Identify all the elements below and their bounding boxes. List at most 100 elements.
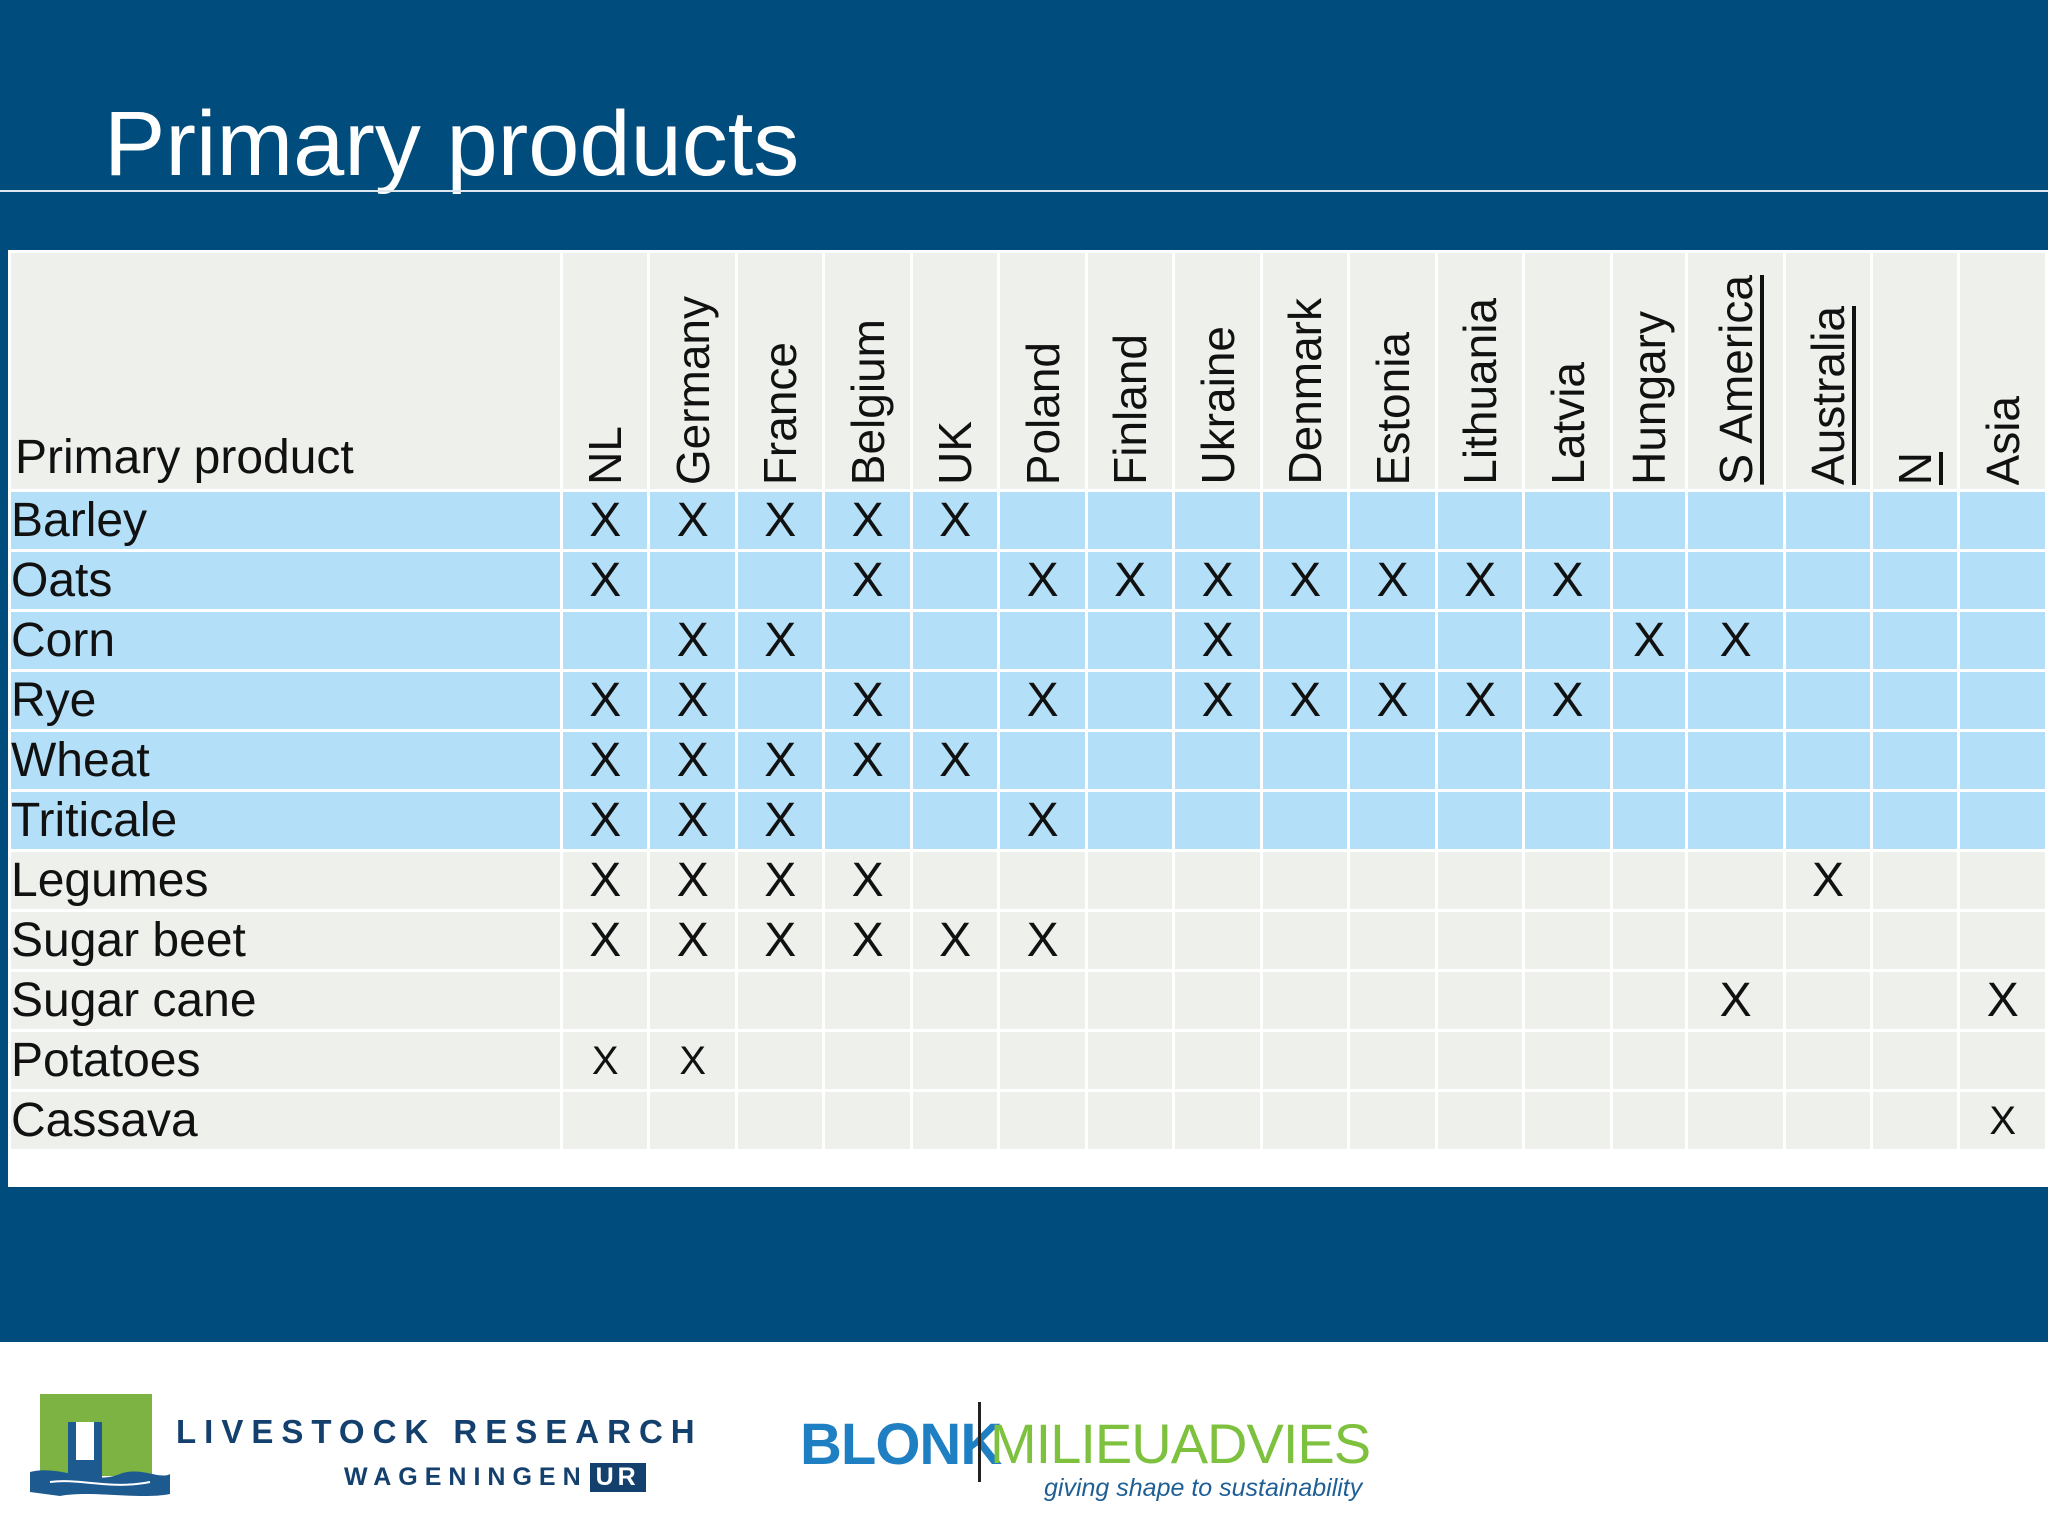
table-row: Cassava X bbox=[8, 1089, 2048, 1152]
table-cell bbox=[1522, 789, 1613, 852]
table-cell bbox=[1685, 549, 1786, 612]
table-cell: X bbox=[647, 489, 738, 552]
table-cell bbox=[1347, 609, 1438, 672]
column-header-wrap: Germany bbox=[650, 257, 734, 485]
table-cell: X bbox=[734, 789, 826, 852]
column-header-label: Germany bbox=[666, 295, 719, 485]
table-cell bbox=[1609, 969, 1689, 1032]
table-cell: X bbox=[909, 909, 1001, 972]
table-cell: X bbox=[1172, 669, 1263, 732]
table-cell bbox=[1434, 729, 1526, 792]
table-cell bbox=[734, 1029, 826, 1092]
ur-badge: UR bbox=[589, 1463, 646, 1492]
wageningen-wordmark: WAGENINGEN UR bbox=[344, 1463, 646, 1492]
table-cell: X bbox=[559, 729, 651, 792]
table-cell bbox=[909, 549, 1001, 612]
table-cell bbox=[1957, 909, 2048, 972]
table-cell: X bbox=[1347, 669, 1438, 732]
table-cell bbox=[647, 969, 738, 1032]
table-cell bbox=[1347, 849, 1438, 912]
table-cell bbox=[1870, 789, 1961, 852]
table-cell bbox=[1259, 909, 1351, 972]
table-cell bbox=[1957, 789, 2048, 852]
table-cell bbox=[1522, 1089, 1613, 1152]
column-header: Ukraine bbox=[1172, 250, 1263, 492]
column-header: Finland bbox=[1084, 250, 1176, 492]
table-cell: X bbox=[1347, 549, 1438, 612]
row-label: Wheat bbox=[8, 729, 563, 792]
table-cell: X bbox=[734, 909, 826, 972]
table-cell: X bbox=[997, 789, 1088, 852]
table-cell bbox=[909, 1089, 1001, 1152]
table-cell bbox=[1685, 909, 1786, 972]
table-cell bbox=[1434, 489, 1526, 552]
column-header: Denmark bbox=[1259, 250, 1351, 492]
column-header: S America bbox=[1685, 250, 1786, 492]
column-header-wrap: UK bbox=[913, 257, 997, 485]
row-label: Barley bbox=[8, 489, 563, 552]
table-cell: X bbox=[734, 489, 826, 552]
table-cell bbox=[997, 849, 1088, 912]
table-cell bbox=[1685, 1029, 1786, 1092]
table-cell: X bbox=[1609, 609, 1689, 672]
table-cell: X bbox=[647, 909, 738, 972]
table-cell bbox=[1172, 849, 1263, 912]
title-divider bbox=[0, 190, 2048, 192]
column-header-wrap: Australia bbox=[1786, 257, 1870, 485]
column-header: Lithuania bbox=[1434, 250, 1526, 492]
table-cell: X bbox=[647, 849, 738, 912]
column-header: Hungary bbox=[1609, 250, 1689, 492]
table-row: Wheat X X X X X bbox=[8, 729, 2048, 792]
table-cell bbox=[1434, 969, 1526, 1032]
column-header: N bbox=[1870, 250, 1961, 492]
column-header-wrap: France bbox=[738, 257, 822, 485]
table-cell: X bbox=[822, 549, 913, 612]
table-cell: X bbox=[1782, 849, 1874, 912]
table-cell bbox=[997, 1089, 1088, 1152]
table-cell: X bbox=[909, 489, 1001, 552]
table-cell: X bbox=[997, 669, 1088, 732]
table-cell bbox=[1782, 909, 1874, 972]
table-cell: X bbox=[559, 1029, 651, 1092]
table-cell bbox=[1957, 669, 2048, 732]
table-cell bbox=[1259, 1089, 1351, 1152]
table-cell bbox=[997, 489, 1088, 552]
table-cell bbox=[1084, 729, 1176, 792]
table-cell bbox=[1434, 609, 1526, 672]
table-cell bbox=[734, 549, 826, 612]
column-header: UK bbox=[909, 250, 1001, 492]
table-cell bbox=[1609, 909, 1689, 972]
table-cell bbox=[1685, 489, 1786, 552]
table-cell: X bbox=[647, 1029, 738, 1092]
table-cell bbox=[1347, 909, 1438, 972]
table-cell bbox=[1522, 909, 1613, 972]
slide-title: Primary products bbox=[104, 93, 800, 195]
table-cell bbox=[1172, 489, 1263, 552]
table-cell bbox=[1084, 1089, 1176, 1152]
column-header-label: UK bbox=[929, 421, 982, 485]
table-cell bbox=[1870, 729, 1961, 792]
column-header: France bbox=[734, 250, 826, 492]
table-cell: X bbox=[734, 849, 826, 912]
table-cell bbox=[1522, 849, 1613, 912]
column-header-label: NL bbox=[579, 426, 632, 485]
column-header-label: Belgium bbox=[841, 318, 894, 485]
table-cell bbox=[1084, 849, 1176, 912]
column-header-wrap: S America bbox=[1688, 257, 1782, 485]
table-cell bbox=[1685, 729, 1786, 792]
column-header-label: Finland bbox=[1104, 334, 1157, 485]
table-cell: X bbox=[1084, 549, 1176, 612]
table-cell: X bbox=[1259, 549, 1351, 612]
table-cell bbox=[1259, 489, 1351, 552]
table-cell: X bbox=[822, 909, 913, 972]
table-cell: X bbox=[1957, 1089, 2048, 1152]
table-cell bbox=[1609, 789, 1689, 852]
table-cell bbox=[909, 969, 1001, 1032]
row-label: Legumes bbox=[8, 849, 563, 912]
column-header-wrap: Hungary bbox=[1613, 257, 1686, 485]
table-cell: X bbox=[647, 669, 738, 732]
row-label: Triticale bbox=[8, 789, 563, 852]
column-header: Estonia bbox=[1347, 250, 1438, 492]
column-header-wrap: Ukraine bbox=[1175, 257, 1259, 485]
table-cell bbox=[1347, 1089, 1438, 1152]
